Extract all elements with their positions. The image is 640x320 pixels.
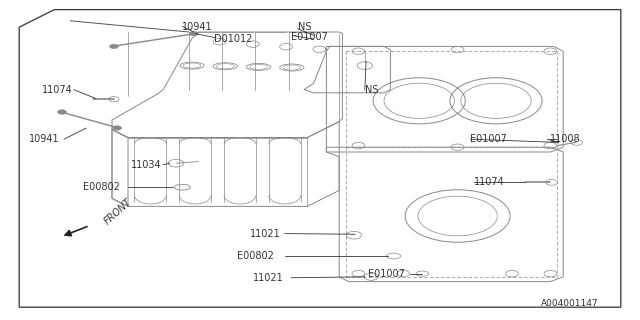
Text: 11021: 11021 bbox=[253, 273, 284, 284]
Text: FRONT: FRONT bbox=[102, 196, 134, 226]
Circle shape bbox=[109, 44, 118, 49]
Text: 11074: 11074 bbox=[474, 177, 504, 188]
Text: 11034: 11034 bbox=[131, 160, 162, 170]
Circle shape bbox=[113, 126, 122, 130]
Text: NS: NS bbox=[298, 22, 311, 32]
Text: NS: NS bbox=[365, 84, 378, 95]
Circle shape bbox=[58, 110, 67, 114]
Circle shape bbox=[189, 31, 198, 36]
Text: E00802: E00802 bbox=[237, 251, 274, 261]
Text: E00802: E00802 bbox=[83, 182, 120, 192]
Text: 10941: 10941 bbox=[29, 134, 60, 144]
Text: E01007: E01007 bbox=[368, 268, 405, 279]
Text: 11074: 11074 bbox=[42, 84, 72, 95]
Text: 11021: 11021 bbox=[250, 228, 280, 239]
Text: 11008: 11008 bbox=[550, 134, 581, 144]
Text: E01007: E01007 bbox=[470, 134, 508, 144]
Text: 10941: 10941 bbox=[182, 22, 213, 32]
Text: D01012: D01012 bbox=[214, 34, 253, 44]
Text: E01007: E01007 bbox=[291, 32, 328, 42]
Text: A004001147: A004001147 bbox=[541, 300, 598, 308]
